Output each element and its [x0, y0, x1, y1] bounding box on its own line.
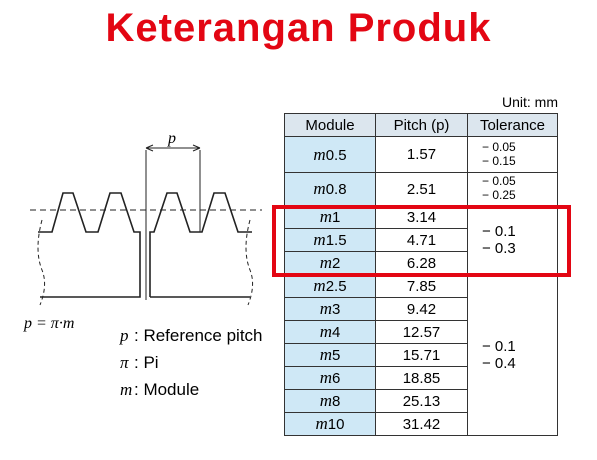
- table-row: m1 3.14− 0.1− 0.3: [284, 205, 558, 275]
- module-size: 1.5: [325, 232, 347, 249]
- table-row: m5 15.71: [284, 343, 558, 367]
- tolerance-value: − 0.4: [482, 355, 516, 372]
- tolerance-value: − 0.25: [482, 188, 516, 202]
- pitch-cell: 9.42: [375, 297, 468, 321]
- tolerance-value: − 0.1: [482, 337, 516, 355]
- tolerance-cell: − 0.1− 0.4: [467, 274, 558, 436]
- module-cell: m0.8: [284, 172, 376, 206]
- pitch-cell: 18.85: [375, 366, 468, 390]
- module-symbol: m: [319, 391, 332, 410]
- module-size: 3: [331, 301, 341, 318]
- legend-item: m: Module: [120, 380, 199, 400]
- module-size: 0.5: [325, 146, 347, 164]
- legend-item: p : Reference pitch: [120, 326, 263, 346]
- table-row: m4 12.57: [284, 320, 558, 344]
- module-size: 10: [327, 416, 345, 433]
- pitch-cell: 2.51: [375, 172, 468, 206]
- module-cell: m5: [284, 343, 376, 367]
- legend-text: : Reference pitch: [134, 326, 263, 345]
- header-row: Module Pitch (p) Tolerance: [284, 113, 558, 137]
- rack-left: [38, 192, 141, 298]
- module-size: 5: [331, 347, 341, 364]
- unit: Unit: mm: [502, 94, 558, 110]
- module-cell: m4: [284, 320, 376, 344]
- pitch-cell: 25.13: [375, 389, 468, 413]
- title: Keterangan Produk: [105, 6, 492, 50]
- formula: p = π·m: [24, 315, 75, 332]
- module-cell: m2.5: [284, 274, 376, 298]
- tolerance-cell: − 0.05− 0.25: [467, 172, 558, 206]
- module-symbol: m: [313, 230, 326, 249]
- table-row: m1.5 4.71: [284, 228, 558, 252]
- module-cell: m3: [284, 297, 376, 321]
- column-header: Module: [284, 113, 376, 137]
- pitch-cell: 31.42: [375, 412, 468, 436]
- pitch-arrow: [145, 144, 201, 152]
- pitch-cell: 12.57: [375, 320, 468, 344]
- module-cell: m8: [284, 389, 376, 413]
- table-row: m0.5 1.57− 0.05− 0.15: [284, 136, 558, 173]
- pitch-cell: 1.57: [375, 136, 468, 173]
- legend-item: π : Pi: [120, 353, 159, 373]
- module-cell: m10: [284, 412, 376, 436]
- column-header: Pitch (p): [375, 113, 468, 137]
- module-symbol: m: [319, 299, 332, 318]
- rack-right: [149, 192, 252, 297]
- module-size: 2: [331, 255, 341, 272]
- legend-text: : Module: [134, 380, 200, 399]
- tolerance-cell: − 0.05− 0.15: [467, 136, 558, 173]
- module-size: 1: [331, 209, 341, 226]
- tolerance-value: − 0.05: [482, 139, 516, 154]
- tolerance-value: − 0.1: [482, 222, 516, 240]
- module-symbol: m: [319, 322, 332, 341]
- legend-text: : Pi: [134, 353, 159, 372]
- break-right: [245, 219, 254, 306]
- module-symbol: m: [313, 144, 326, 164]
- module-size: 4: [331, 324, 341, 341]
- module-cell: m2: [284, 251, 376, 275]
- module-cell: m0.5: [284, 136, 376, 173]
- module-symbol: m: [315, 414, 328, 433]
- pitch-lines: [145, 150, 201, 300]
- table-row: m2.5 7.85− 0.1− 0.4: [284, 274, 558, 436]
- tolerance-value: − 0.3: [482, 240, 516, 257]
- module-symbol: m: [319, 207, 332, 226]
- column-header: Tolerance: [467, 113, 558, 137]
- module-symbol: m: [319, 345, 332, 364]
- module-symbol: m: [319, 253, 332, 272]
- pitch-cell: 15.71: [375, 343, 468, 367]
- table-row: m10 31.42: [284, 412, 558, 436]
- pitch-cell: 7.85: [375, 274, 468, 298]
- pitch-label: p: [167, 130, 176, 147]
- legend-symbol: m: [120, 380, 133, 399]
- highlight-box: [272, 205, 571, 277]
- module-symbol: m: [313, 179, 326, 198]
- tolerance-value: − 0.05: [482, 174, 516, 189]
- module-symbol: m: [319, 368, 332, 387]
- module-size: 6: [331, 370, 341, 387]
- legend-symbol: π: [120, 353, 129, 372]
- table-row: m6 18.85: [284, 366, 558, 390]
- rack-diagram: p: [30, 130, 262, 306]
- tolerance-value: − 0.15: [482, 153, 516, 168]
- module-symbol: m: [313, 276, 326, 295]
- module-cell: m6: [284, 366, 376, 390]
- module-size: 2.5: [325, 278, 347, 295]
- table-row: m0.8 2.51− 0.05− 0.25: [284, 172, 558, 206]
- break-left: [37, 219, 46, 306]
- module-size: 0.8: [325, 181, 347, 198]
- module-size: 8: [331, 393, 341, 410]
- legend-symbol: p: [120, 326, 129, 345]
